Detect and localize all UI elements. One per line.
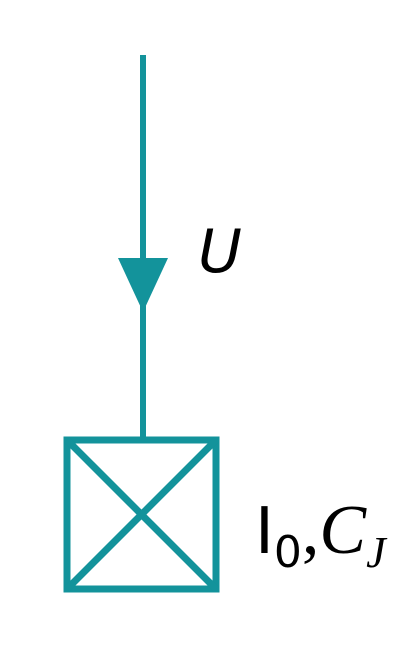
critical-current-subscript: 0 (273, 527, 302, 578)
capacitance-symbol: C (319, 492, 367, 569)
parameter-separator: , (301, 492, 320, 569)
current-label: U (198, 217, 242, 287)
current-arrow-icon (118, 258, 168, 312)
junction-diagonal-2 (64, 437, 219, 592)
junction-box (63, 436, 220, 593)
capacitance-subscript: J (366, 528, 386, 577)
junction-parameters-label: I0,CJ (255, 495, 386, 575)
critical-current-symbol: I (255, 495, 274, 569)
